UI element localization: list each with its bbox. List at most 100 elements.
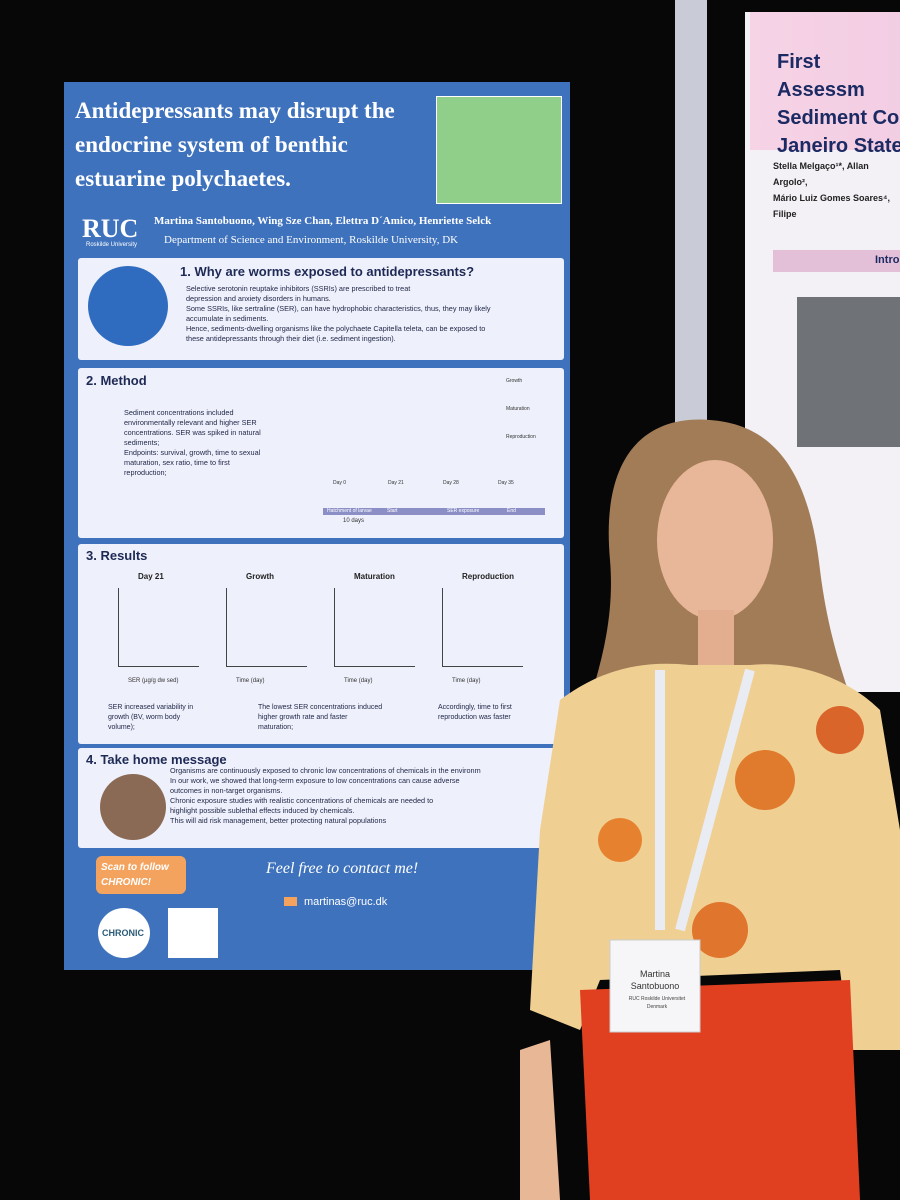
badge-name: Martina Santobuono [610,968,700,992]
flower [598,818,642,862]
flower [735,750,795,810]
poster: Antidepressants may disrupt the endocrine… [64,82,570,970]
hand [520,1040,560,1200]
note: Accordingly, time to first [438,704,512,711]
text-line: environmentally relevant and higher SER [124,418,257,427]
author-line: Stella Melgaço¹*, Allan Argolo², [773,161,869,187]
name-line: Santobuono [630,981,680,991]
text-line: outcomes in non-target organisms. [170,786,283,795]
header [750,12,900,150]
panel-axes [442,588,523,667]
illustration [436,96,562,204]
title-line: First Assessm [777,51,865,101]
heading: 2. Method [86,373,147,388]
email: martinas@ruc.dk [304,896,388,908]
note: maturation; [258,724,294,731]
note: growth (BV, worm body [108,714,181,721]
title-line: endocrine system of benthic [75,132,348,157]
title-line: Janeiro State [777,135,900,157]
follow-line: CHRONIC! [101,877,151,888]
author-line: Mário Luiz Gomes Soares⁴, Filipe [773,193,890,219]
pole [675,0,707,440]
x-label: Time (day) [236,678,265,684]
badge-org: RUC Roskilde Universitet [628,996,686,1002]
neck [698,610,734,670]
section-3: 3. Results Day 21 SER (µg/g dw sed) Growth… [78,544,564,744]
x-label: SER (µg/g dw sed) [128,678,179,684]
day: Day 21 [388,480,404,486]
contact: Feel free to contact me! [266,860,419,877]
text-line: Endpoints: survival, growth, time to sex… [124,448,261,457]
day: Day 35 [498,480,514,486]
text: Sediment concentrations included environm… [124,408,261,478]
text-line: Chronic exposure studies with realistic … [170,796,434,805]
text-line: concentrations. SER was spiked in natura… [124,428,261,437]
heading: 4. Take home message [86,752,227,767]
text-line: depression and anxiety disorders in huma… [186,294,331,303]
note: reproduction was faster [438,714,511,721]
note: higher growth rate and faster [258,714,348,721]
text-line: accumulate in sediments. [186,314,269,323]
text-line: Organisms are continuously exposed to ch… [170,766,481,775]
face [657,460,773,620]
timeline-labels: Hatchment of larvae Start SER exposure End [323,508,545,518]
endpoint: Maturation [506,406,530,412]
text: Organisms are continuously exposed to ch… [170,766,481,826]
icon [88,266,168,346]
note: volume); [108,724,135,731]
text-line: highlight possible sublethal effects ind… [170,806,355,815]
heading: 3. Results [86,548,148,563]
mail-icon [284,897,297,906]
portrait [100,774,166,840]
lanyard [655,668,755,932]
panel-axes [334,588,415,667]
logo: RUC [82,214,139,243]
title-line: estuarine polychaetes. [75,166,291,191]
duration: 10 days [343,518,365,524]
qr [168,908,218,958]
section-4: 4. Take home message Organisms are conti… [78,748,564,848]
title-line: Sediment Co [777,107,900,129]
panel-title: Reproduction [462,572,514,581]
pants [580,980,860,1200]
flower [816,706,864,754]
timeline [323,508,545,515]
follow-line: Scan to follow [101,862,169,873]
chronic: CHRONIC [102,928,144,938]
map [797,297,900,447]
badge [609,939,701,1033]
authors: Martina Santobuono, Wing Sze Chan, Elett… [154,215,492,227]
timeline-label: Start [387,508,398,514]
text-line: Hence, sediments-dwelling organisms like… [186,324,486,333]
endpoint: Growth [506,378,523,384]
text-line: Sediment concentrations included [124,408,234,417]
intro-bar [773,250,900,272]
section-2: 2. Method Sediment concentrations includ… [78,368,564,538]
text-line: Selective serotonin reuptake inhibitors … [186,284,411,293]
title: First Assessm Sediment Co Janeiro State [777,48,900,160]
panels: Day 21 SER (µg/g dw sed) Growth Time (day) M… [78,544,564,744]
affiliation: Department of Science and Environment, R… [164,234,459,246]
x-label: Time (day) [452,678,481,684]
text: Selective serotonin reuptake inhibitors … [186,284,491,344]
text-line: reproduction; [124,468,167,477]
timeline-label: End [507,508,516,514]
authors: Stella Melgaço¹*, Allan Argolo², Mário Lu… [773,158,900,222]
follow-box: Scan to follow CHRONIC! [96,856,186,894]
text-line: maturation, sex ratio, time to first [124,458,230,467]
title-line: Antidepressants may disrupt the [75,98,395,123]
day: Day 0 [333,480,347,486]
panel-axes [226,588,307,667]
note: The lowest SER concentrations induced [258,704,383,711]
badge-country: Denmark [646,1004,668,1010]
timeline-label: Hatchment of larvae [327,508,372,514]
chronic-logo [98,908,150,958]
person [520,419,900,1200]
text-line: sediments; [124,438,160,447]
day: Day 28 [443,480,459,486]
panel-title: Maturation [354,572,395,581]
title: Antidepressants may disrupt the endocrine… [75,94,395,196]
days: Day 0 Day 21 Day 28 Day 35 [333,480,533,492]
note: SER increased variability in [108,704,194,711]
